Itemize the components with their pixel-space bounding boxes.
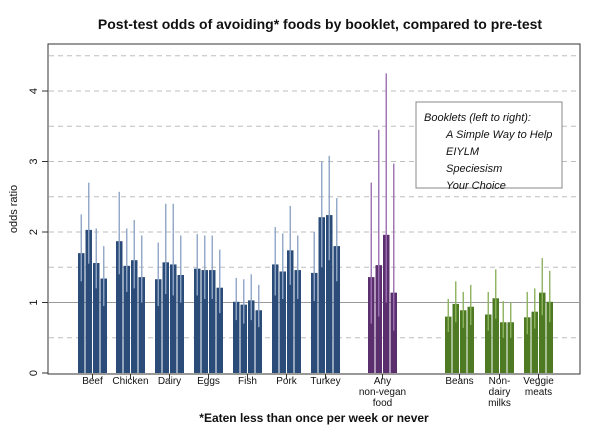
category-label: Beef [82, 376, 103, 387]
bar [93, 263, 100, 373]
bar [390, 292, 397, 373]
category-label: milks [488, 398, 511, 409]
y-tick-label: 2 [28, 229, 40, 235]
bar [233, 301, 240, 373]
category-label: Any [374, 376, 391, 387]
legend: Booklets (left to right): A Simple Way t… [415, 101, 563, 192]
bar [216, 287, 223, 373]
bar [170, 264, 177, 373]
bar [272, 264, 279, 373]
bar [78, 253, 85, 373]
bar [460, 310, 467, 373]
bar [485, 314, 492, 373]
bar [162, 262, 169, 373]
category-label: food [373, 398, 392, 409]
legend-item: EIYLM [446, 146, 480, 158]
category-label: non-vegan [359, 387, 406, 398]
bar [240, 304, 247, 373]
bar [138, 277, 145, 373]
bar [375, 265, 382, 373]
bar [500, 322, 507, 373]
bar [524, 317, 531, 373]
bar [287, 250, 294, 373]
bar [209, 270, 216, 373]
category-label: Beans [445, 376, 473, 387]
bar [326, 215, 333, 373]
bar [155, 279, 162, 373]
bar [85, 229, 92, 373]
category-label: meats [525, 387, 552, 398]
legend-title: Booklets (left to right): [424, 112, 531, 124]
bar [452, 303, 459, 373]
category-label: Eggs [197, 376, 220, 387]
bar [177, 275, 184, 373]
y-axis-label: odds ratio [8, 185, 20, 233]
bar [507, 322, 514, 373]
y-tick-label: 0 [28, 370, 40, 376]
category-label: Non- [489, 376, 511, 387]
category-label: Chicken [112, 376, 148, 387]
legend-item: Speciesism [446, 163, 502, 175]
bar [333, 246, 340, 373]
category-label: Turkey [310, 376, 340, 387]
bar [255, 310, 262, 373]
bar [311, 272, 318, 373]
error-bars [80, 73, 551, 338]
bar [279, 271, 286, 373]
bar [116, 241, 123, 373]
bar [539, 292, 546, 373]
bar [194, 268, 201, 373]
bar [131, 260, 138, 373]
category-label: Dairy [158, 376, 181, 387]
bar [201, 270, 208, 373]
category-label: Pork [276, 376, 298, 387]
category-label: dairy [489, 387, 511, 398]
category-label: Fish [238, 376, 257, 387]
legend-item: A Simple Way to Help [445, 129, 552, 141]
bar [445, 316, 452, 373]
chart-title: Post-test odds of avoiding* foods by boo… [98, 16, 542, 32]
bar [100, 278, 107, 373]
y-tick-label: 3 [28, 158, 40, 164]
legend-box [415, 101, 563, 189]
y-tick-label: 4 [28, 88, 40, 94]
bar [368, 277, 375, 373]
bar [294, 270, 301, 373]
bar [546, 301, 553, 373]
bar [531, 311, 538, 373]
bar [467, 306, 474, 373]
bar [123, 265, 130, 373]
bar [492, 298, 499, 373]
category-labels: Beef Chicken Dairy Eggs Fish Pork Turkey Anynon… [82, 374, 554, 409]
bar [383, 234, 390, 373]
bar [318, 217, 325, 373]
y-tick-label: 1 [28, 299, 40, 305]
category-label: Veggie [523, 376, 554, 387]
legend-item: Your Choice [446, 180, 506, 192]
bars [78, 215, 553, 373]
y-axis: 0 1 2 3 4 [28, 88, 48, 376]
bar [248, 300, 255, 373]
x-axis-label: *Eaten less than once per week or never [199, 411, 429, 425]
